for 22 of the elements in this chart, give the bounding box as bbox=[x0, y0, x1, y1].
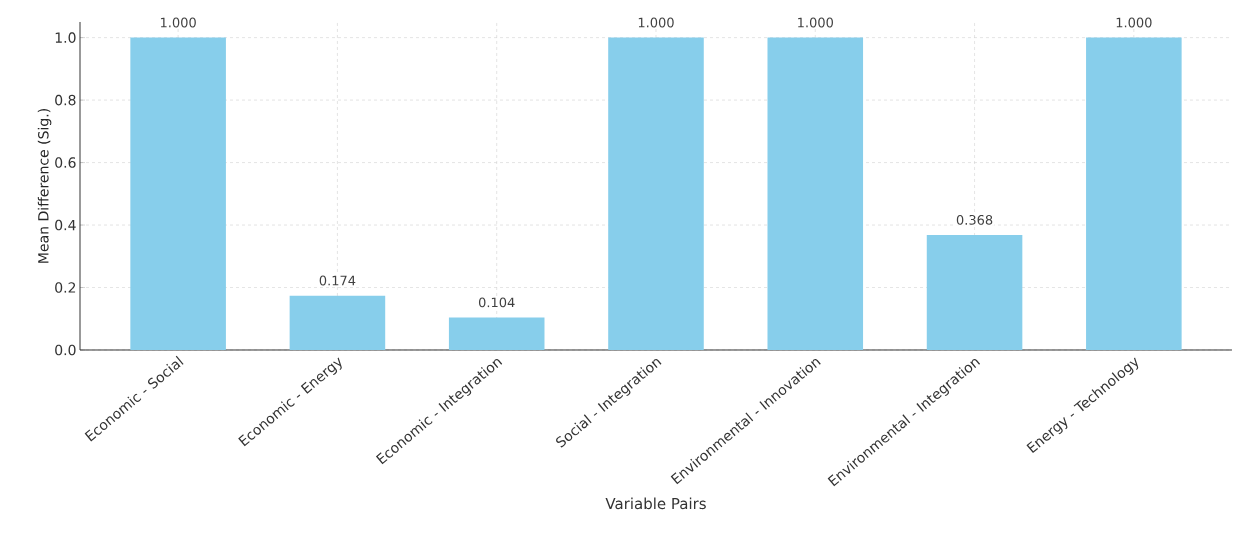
y-tick-label: 1.0 bbox=[55, 32, 76, 43]
bar bbox=[448, 317, 545, 350]
bar bbox=[1086, 37, 1182, 350]
data-label: 1.000 bbox=[638, 17, 674, 28]
y-tick-label: 0.8 bbox=[55, 94, 76, 106]
y-tick-label: 0.4 bbox=[55, 219, 76, 231]
data-label: 0.174 bbox=[319, 275, 356, 286]
data-label: 0.368 bbox=[956, 215, 993, 225]
data-label: 0.104 bbox=[478, 297, 515, 308]
y-tick-label: 0.6 bbox=[55, 157, 76, 168]
y-axis-title: Mean Difference (Sig.) bbox=[37, 109, 52, 263]
data-label: 1.000 bbox=[160, 17, 196, 28]
y-tick-label: 0.2 bbox=[55, 282, 76, 293]
bar bbox=[767, 37, 864, 350]
y-tick-label: 0.0 bbox=[55, 344, 76, 356]
data-label: 1.000 bbox=[798, 17, 833, 28]
data-label: 1.000 bbox=[1116, 17, 1152, 28]
x-axis-title: Variable Pairs bbox=[605, 497, 706, 510]
bar bbox=[130, 37, 226, 350]
bar bbox=[926, 235, 1023, 350]
bar bbox=[289, 295, 386, 350]
bar bbox=[608, 37, 704, 350]
